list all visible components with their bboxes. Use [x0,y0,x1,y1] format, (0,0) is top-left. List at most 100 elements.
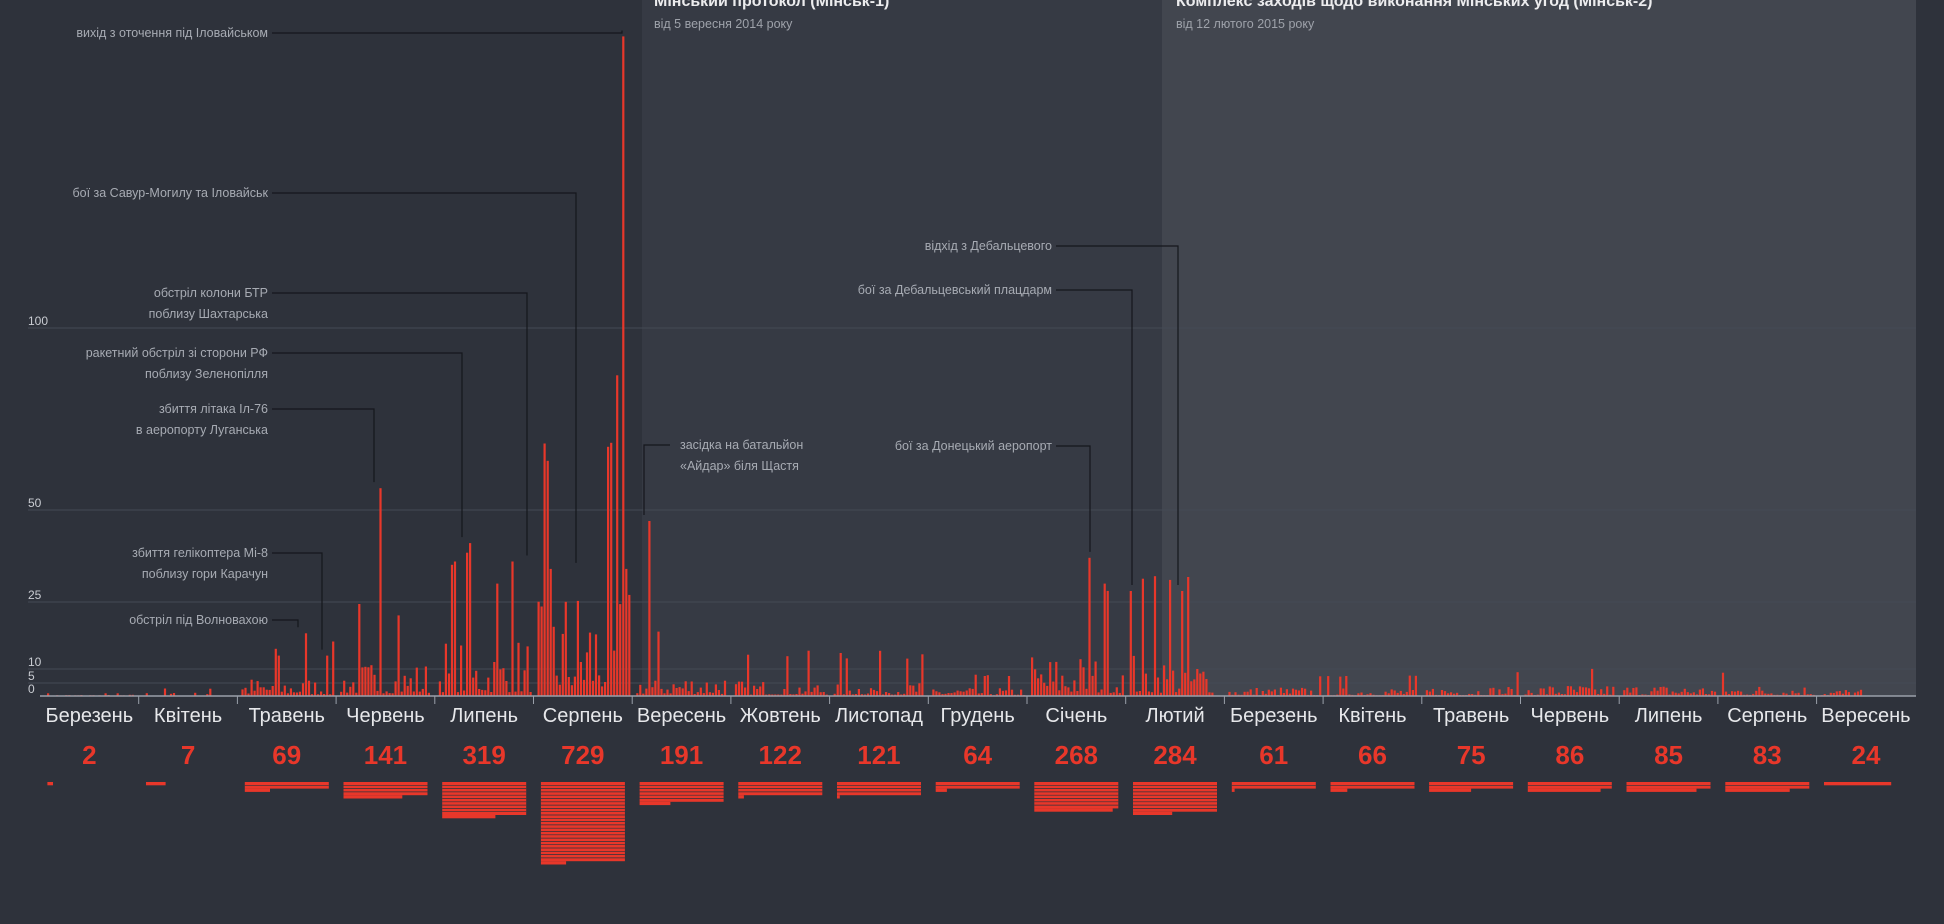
daily-bar [693,694,696,696]
daily-bar [1106,590,1109,696]
daily-bar [326,655,329,696]
daily-bar [1516,672,1519,696]
annotation-leader [272,192,577,563]
daily-bar [1270,691,1273,696]
daily-bar [962,691,965,696]
daily-bar [625,568,628,696]
daily-bar [1507,687,1510,696]
annotation-label: збиття літака Іл-76 [159,402,268,416]
waffle-partial-row [639,801,671,806]
daily-bar [622,36,625,696]
daily-bar [714,684,717,696]
month-label: Травень [249,705,325,727]
daily-bar [1414,675,1417,696]
y-tick-label: 50 [28,496,42,510]
daily-bar [1425,690,1428,696]
daily-bar [1094,661,1097,696]
daily-bar [340,691,343,696]
daily-bar [1342,688,1345,696]
daily-bar [789,694,792,696]
daily-bar [897,692,900,696]
daily-bar [974,674,977,696]
daily-bar [1396,692,1399,696]
monthly-total-value: 86 [1555,740,1584,770]
daily-bar [277,655,280,696]
daily-bar [1477,691,1480,696]
annotation-leader-lines [272,30,1179,650]
daily-bar [1704,694,1707,696]
daily-bar [1234,692,1237,696]
daily-bar [860,694,863,696]
y-tick-label: 100 [28,314,48,328]
daily-bar [1049,662,1052,696]
daily-bar [690,681,693,696]
daily-bar [1255,688,1258,696]
daily-bar [145,693,148,696]
daily-bar [1144,673,1147,696]
monthly-total-value: 24 [1851,740,1880,770]
daily-bar [1740,691,1743,696]
annotation-leader [272,352,463,538]
waffle-partial-row [1527,788,1601,792]
daily-bar [734,684,738,696]
daily-bar [1178,688,1181,696]
daily-bar [540,606,543,696]
month-waffle [540,782,625,865]
daily-bar [561,633,564,696]
daily-bar [259,687,262,696]
daily-bar [1020,689,1023,696]
daily-bar [660,688,663,696]
daily-bar [271,686,274,696]
daily-bar [941,694,944,696]
waffle-partial-row [1034,808,1113,812]
daily-bar [651,687,654,696]
daily-bar [795,694,798,696]
daily-bar [493,662,496,696]
daily-bar [888,693,891,696]
month-label: Жовтень [740,705,821,727]
daily-bar [986,675,989,696]
daily-bar [1569,686,1572,696]
daily-bar [1755,690,1758,696]
daily-bar [1594,689,1597,696]
daily-bar [875,691,879,696]
daily-bar [1551,687,1554,696]
daily-bar [1734,691,1737,696]
daily-bar [906,658,909,696]
monthly-waffles [47,782,1892,865]
daily-bar [250,679,253,696]
daily-bar [1683,688,1686,696]
daily-bar [1147,691,1150,696]
daily-bar [364,666,367,696]
daily-bar [717,690,720,696]
monthly-total-value: 69 [272,740,301,770]
daily-bar [1504,693,1507,696]
daily-bar [1034,669,1037,696]
waffle-partial-row [47,782,53,786]
daily-bar [526,646,529,696]
daily-bar [1405,691,1408,696]
daily-bar [564,601,567,696]
month-label: Листопад [835,705,923,727]
daily-bar [669,693,672,696]
daily-bar [456,692,460,696]
daily-bar [944,693,947,696]
monthly-total-value: 61 [1259,740,1288,770]
daily-bar [537,601,540,696]
daily-bar [450,564,454,696]
daily-bar [314,682,317,696]
daily-bar [247,693,250,696]
daily-bar [810,691,813,696]
daily-bar [1264,693,1267,696]
daily-bar [484,690,487,696]
annotation-label: бої за Савур-Могилу та Іловайськ [72,186,268,200]
daily-bar [798,687,801,696]
daily-bar [1301,687,1304,696]
daily-bar [819,692,822,696]
month-waffle [442,782,527,819]
daily-bar [1847,692,1850,696]
daily-bar [1288,693,1292,696]
daily-bar [441,692,444,696]
daily-bar [317,694,320,696]
month-waffle [1429,782,1514,792]
